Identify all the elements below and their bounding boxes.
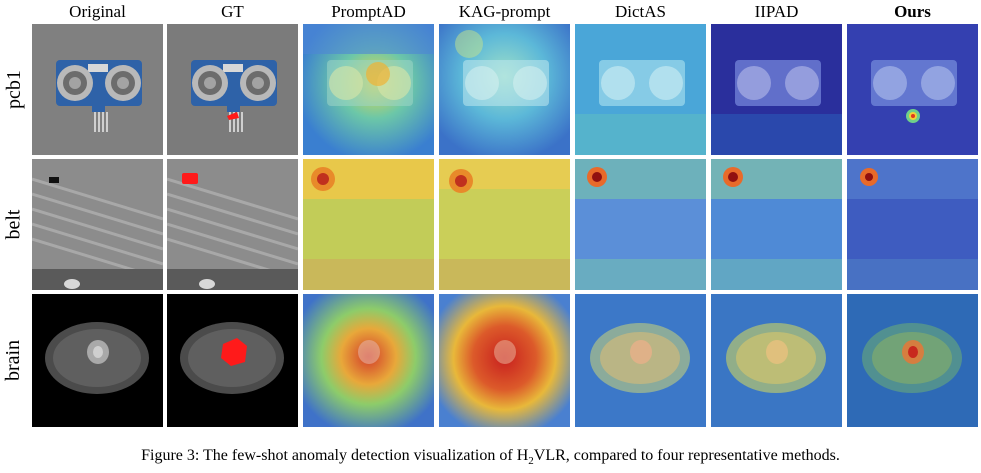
brain-kag-prompt-heatmap bbox=[439, 294, 570, 427]
brain-ours-heatmap bbox=[847, 294, 978, 427]
column-header-ours: Ours bbox=[894, 2, 931, 21]
pcb1-ours-heatmap bbox=[847, 24, 978, 155]
pcb1-kag-prompt-heatmap bbox=[439, 24, 570, 155]
belt-ground-truth-image bbox=[167, 159, 298, 290]
column-header-original: Original bbox=[69, 2, 126, 21]
column-header-gt: GT bbox=[221, 2, 244, 21]
belt-original-image bbox=[32, 159, 163, 290]
belt-dictas-heatmap bbox=[575, 159, 706, 290]
brain-dictas-heatmap bbox=[575, 294, 706, 427]
pcb1-promptad-heatmap bbox=[303, 24, 434, 155]
row-label-pcb1: pcb1 bbox=[2, 70, 25, 109]
column-header-iipad: IIPAD bbox=[754, 2, 799, 21]
column-header-kag-prompt: KAG-prompt bbox=[458, 2, 551, 21]
brain-promptad-heatmap bbox=[303, 294, 434, 427]
brain-ground-truth-image bbox=[167, 294, 298, 427]
pcb1-original-image bbox=[32, 24, 163, 155]
belt-promptad-heatmap bbox=[303, 159, 434, 290]
pcb1-ground-truth-image bbox=[167, 24, 298, 155]
column-header-promptad: PromptAD bbox=[331, 2, 406, 21]
figure-caption: Figure 3: The few-shot anomaly detection… bbox=[141, 447, 840, 468]
row-label-brain: brain bbox=[2, 339, 25, 382]
belt-iipad-heatmap bbox=[711, 159, 842, 290]
belt-ours-heatmap bbox=[847, 159, 978, 290]
pcb1-iipad-heatmap bbox=[711, 24, 842, 155]
belt-kag-prompt-heatmap bbox=[439, 159, 570, 290]
row-label-belt: belt bbox=[2, 209, 25, 240]
brain-iipad-heatmap bbox=[711, 294, 842, 427]
column-header-dictas: DictAS bbox=[615, 2, 666, 21]
brain-original-image bbox=[32, 294, 163, 427]
pcb1-dictas-heatmap bbox=[575, 24, 706, 155]
